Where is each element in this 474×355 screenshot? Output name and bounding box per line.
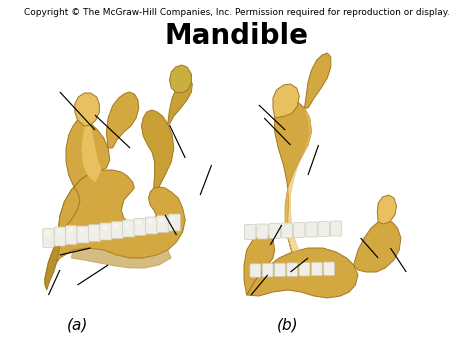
Ellipse shape [137, 221, 141, 225]
Polygon shape [106, 92, 139, 148]
Polygon shape [377, 195, 397, 224]
Text: Copyright © The McGraw-Hill Companies, Inc. Permission required for reproduction: Copyright © The McGraw-Hill Companies, I… [24, 8, 450, 17]
Polygon shape [170, 65, 191, 93]
FancyBboxPatch shape [245, 224, 256, 240]
Text: (b): (b) [277, 318, 299, 333]
FancyBboxPatch shape [54, 227, 65, 246]
FancyBboxPatch shape [324, 262, 335, 275]
FancyBboxPatch shape [330, 221, 342, 236]
FancyBboxPatch shape [293, 223, 305, 237]
FancyBboxPatch shape [100, 223, 112, 240]
Polygon shape [273, 84, 299, 118]
Ellipse shape [68, 228, 73, 233]
Polygon shape [82, 120, 101, 182]
FancyBboxPatch shape [299, 263, 310, 276]
FancyBboxPatch shape [157, 215, 169, 233]
FancyBboxPatch shape [111, 222, 123, 239]
FancyBboxPatch shape [262, 263, 273, 277]
Ellipse shape [57, 229, 61, 234]
Polygon shape [75, 93, 100, 126]
FancyBboxPatch shape [88, 224, 100, 241]
Ellipse shape [125, 222, 130, 226]
Ellipse shape [80, 228, 84, 233]
FancyBboxPatch shape [306, 222, 317, 237]
Polygon shape [275, 100, 311, 252]
Polygon shape [141, 110, 174, 188]
FancyBboxPatch shape [318, 222, 329, 236]
Polygon shape [244, 235, 275, 295]
Ellipse shape [171, 217, 175, 220]
FancyBboxPatch shape [168, 214, 181, 231]
Ellipse shape [102, 225, 107, 230]
FancyBboxPatch shape [274, 263, 285, 277]
Polygon shape [45, 232, 60, 290]
FancyBboxPatch shape [65, 225, 77, 245]
FancyBboxPatch shape [281, 223, 292, 238]
Polygon shape [71, 248, 171, 268]
Polygon shape [168, 78, 192, 124]
FancyBboxPatch shape [311, 262, 322, 276]
Text: (a): (a) [67, 318, 88, 333]
Polygon shape [285, 108, 311, 252]
Ellipse shape [46, 231, 50, 235]
Ellipse shape [148, 219, 153, 224]
Text: Mandible: Mandible [165, 22, 309, 50]
FancyBboxPatch shape [134, 218, 146, 235]
FancyBboxPatch shape [269, 224, 281, 239]
FancyBboxPatch shape [257, 224, 268, 239]
Ellipse shape [91, 227, 96, 231]
Polygon shape [58, 118, 110, 232]
FancyBboxPatch shape [123, 220, 135, 237]
FancyBboxPatch shape [146, 217, 158, 234]
FancyBboxPatch shape [287, 263, 298, 276]
FancyBboxPatch shape [250, 264, 261, 277]
Polygon shape [45, 170, 185, 285]
Polygon shape [304, 53, 331, 108]
Polygon shape [246, 248, 358, 298]
FancyBboxPatch shape [77, 226, 89, 243]
Polygon shape [354, 220, 401, 272]
Ellipse shape [114, 224, 118, 228]
Ellipse shape [159, 218, 164, 222]
FancyBboxPatch shape [43, 229, 54, 247]
